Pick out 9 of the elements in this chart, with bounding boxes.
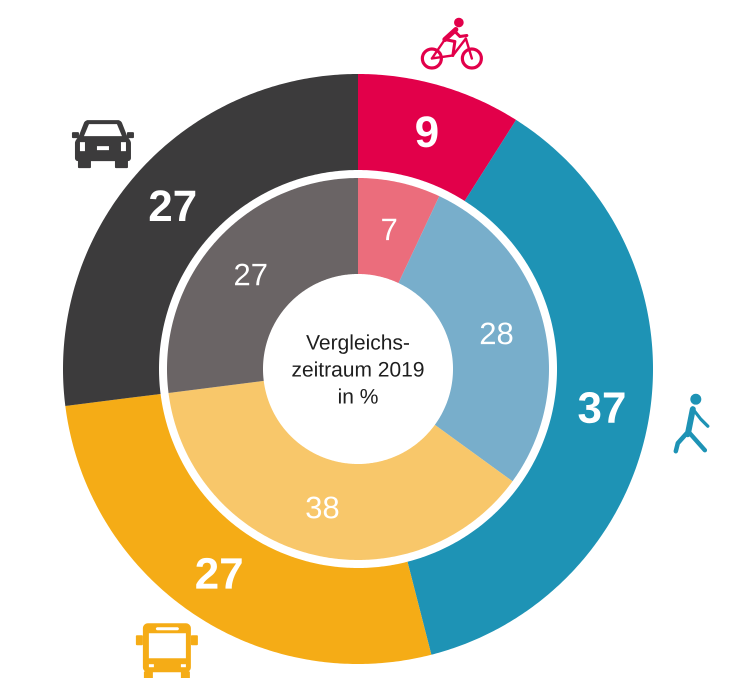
data-label: 7 — [382, 218, 396, 240]
data-label: 27 — [196, 558, 242, 589]
data-label: 9 — [416, 116, 438, 148]
data-label: 38 — [306, 496, 338, 518]
data-label: 37 — [578, 392, 624, 424]
data-label: 27 — [150, 190, 196, 222]
data-label: 27 — [235, 264, 266, 286]
data-label: 28 — [480, 322, 512, 344]
slice-label: Vergleichs- zeitraum 2019 in % — [292, 334, 424, 404]
